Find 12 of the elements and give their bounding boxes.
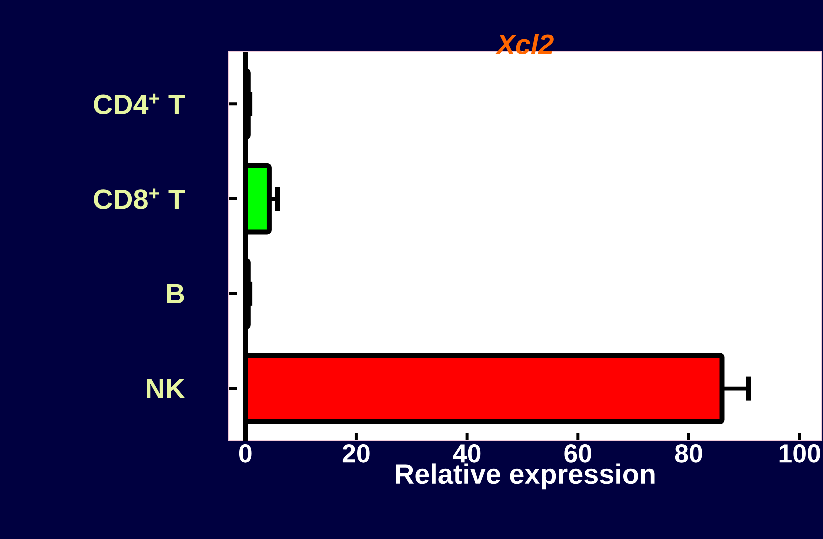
x-tick-label: 60: [564, 444, 592, 463]
x-tick-label: 100: [780, 444, 820, 463]
x-tick-label: 40: [453, 444, 481, 463]
y-tick-label: CD8$^{+}$ T: [94, 188, 186, 210]
x-tick-label: 0: [239, 444, 252, 463]
y-tick-label: CD4$^{+}$ T: [94, 94, 186, 115]
y-tick-label: NK: [147, 379, 186, 398]
x-tick-label: 20: [342, 444, 370, 463]
y-tick-label: B: [167, 284, 184, 304]
chart-title: Xcl2: [496, 34, 554, 54]
x-tick-label: 80: [675, 444, 702, 463]
x-axis-title: Relative expression: [396, 464, 655, 490]
